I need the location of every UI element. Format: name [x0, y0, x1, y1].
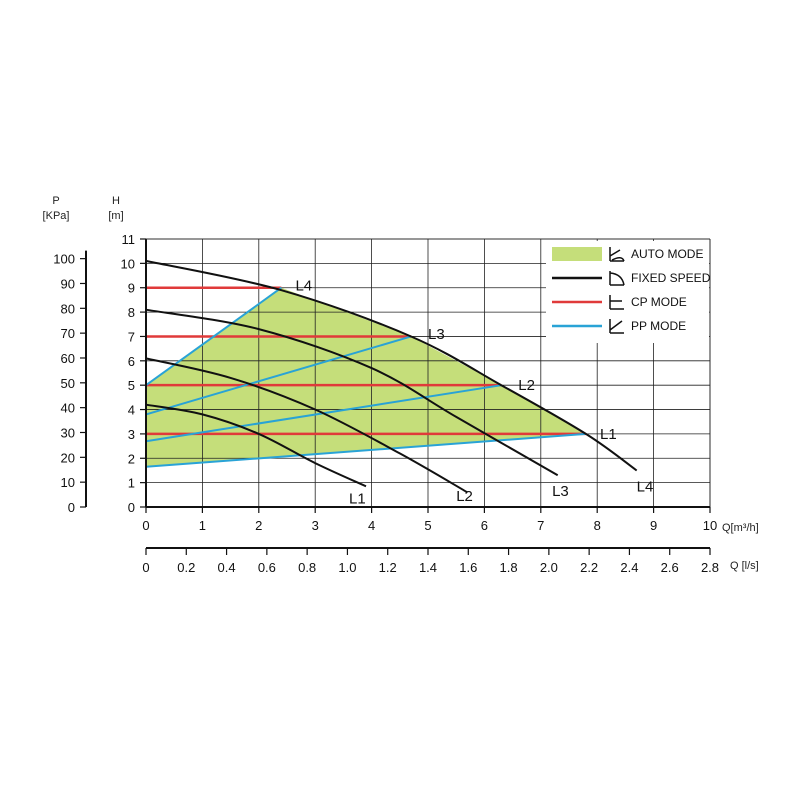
p-axis-unit-symbol: P	[52, 195, 59, 207]
q-ls-axis-tick-label: 2.2	[580, 560, 598, 575]
p-axis-tick-label: 100	[53, 252, 75, 267]
q-ls-axis-tick-label: 0.4	[218, 560, 236, 575]
curve-label-l3: L3	[428, 326, 445, 343]
legend-label: FIXED SPEED	[631, 271, 711, 285]
auto-mode-icon-shape	[609, 247, 625, 262]
axes-layer: 01234567891011H[m]0102030405060708090100…	[43, 195, 759, 575]
h-axis-unit: [m]	[108, 210, 123, 222]
curve-label-l1: L1	[349, 490, 366, 507]
q-ls-axis-tick-label: 0.8	[298, 560, 316, 575]
q-ls-axis-tick-label: 1.0	[338, 560, 356, 575]
q-ls-axis-tick-label: 0.6	[258, 560, 276, 575]
cp-mode-icon-shape	[609, 295, 624, 310]
fixed-speed-curve-l1	[145, 403, 367, 488]
curve-label-l1: L1	[600, 426, 617, 443]
auto-mode-icon	[609, 247, 625, 262]
curve-labels-layer: L4 L3 L2 L1 L1 L2 L3 L4	[295, 277, 653, 507]
h-axis-tick-label: 11	[122, 232, 136, 247]
p-axis-tick-label: 50	[61, 376, 75, 391]
p-axis-tick-label: 0	[68, 500, 75, 515]
cp-mode-icon	[609, 295, 624, 310]
curve-label-l2: L2	[518, 377, 535, 394]
q-m3h-axis-unit: Q[m³/h]	[722, 522, 759, 534]
legend-label: CP MODE	[631, 295, 687, 309]
curve-label-l4: L4	[295, 277, 312, 294]
q-ls-axis-unit: Q [l/s]	[730, 560, 759, 572]
auto-mode-region-layer	[146, 287, 586, 467]
legend: AUTO MODE FIXED SPEED CP MODE PP MODE	[546, 241, 711, 343]
h-axis-tick-label: 1	[128, 476, 135, 491]
p-axis-tick-label: 80	[61, 301, 75, 316]
legend-swatch-auto-mode	[552, 247, 602, 261]
q-m3h-axis-tick-label: 2	[255, 518, 262, 533]
h-axis-tick-label: 10	[121, 256, 135, 271]
q-ls-axis-tick-label: 1.2	[379, 560, 397, 575]
legend-label: AUTO MODE	[631, 247, 703, 261]
legend-label: PP MODE	[631, 319, 686, 333]
auto-mode-region	[146, 287, 586, 467]
q-m3h-axis-tick-label: 6	[481, 518, 488, 533]
fixed-speed-curves-layer	[145, 259, 638, 494]
q-ls-axis-tick-label: 2.0	[540, 560, 558, 575]
pp-mode-icon-shape	[609, 319, 624, 334]
p-axis-tick-label: 70	[61, 326, 75, 341]
pp-line-l4	[145, 286, 282, 386]
q-ls-axis-tick-label: 2.6	[661, 560, 679, 575]
q-m3h-axis-tick-label: 7	[537, 518, 544, 533]
h-axis-tick-label: 3	[128, 427, 135, 442]
q-m3h-axis-tick-label: 5	[424, 518, 431, 533]
fixed-speed-curve-l2	[145, 357, 468, 494]
q-m3h-axis-tick-label: 9	[650, 518, 657, 533]
q-m3h-axis-tick-label: 8	[594, 518, 601, 533]
h-axis-tick-label: 8	[128, 305, 135, 320]
h-axis-tick-label: 6	[128, 354, 135, 369]
q-m3h-axis-tick-label: 1	[199, 518, 206, 533]
q-m3h-axis-tick-label: 10	[703, 518, 717, 533]
curve-label-l2: L2	[456, 488, 473, 505]
fixed-speed-curve-l4	[145, 259, 638, 472]
p-axis-tick-label: 10	[61, 475, 75, 490]
p-axis-tick-label: 90	[61, 276, 75, 291]
h-axis-tick-label: 2	[128, 451, 135, 466]
p-axis-tick-label: 20	[61, 450, 75, 465]
h-axis-tick-label: 7	[128, 329, 135, 344]
pp-mode-lines-layer	[145, 286, 586, 468]
fixed-speed-curve-l3	[145, 308, 559, 477]
q-ls-axis-tick-label: 1.8	[500, 560, 518, 575]
q-m3h-axis-tick-label: 3	[312, 518, 319, 533]
q-ls-axis-tick-label: 2.4	[620, 560, 638, 575]
p-axis-tick-label: 30	[61, 425, 75, 440]
h-axis-tick-label: 4	[128, 403, 135, 418]
fixed-speed-icon-shape	[609, 271, 625, 286]
q-ls-axis-tick-label: 1.6	[459, 560, 477, 575]
h-axis-tick-label: 5	[128, 378, 135, 393]
curve-label-l3: L3	[552, 483, 569, 500]
p-axis-unit: [KPa]	[43, 210, 70, 222]
q-m3h-axis-tick-label: 0	[142, 518, 149, 533]
q-ls-axis-tick-label: 0	[142, 560, 149, 575]
h-axis-tick-label: 9	[128, 281, 135, 296]
pp-line-l1	[145, 432, 586, 468]
p-axis-tick-label: 40	[61, 401, 75, 416]
fixed-speed-icon	[609, 271, 625, 286]
q-m3h-axis-tick-label: 4	[368, 518, 375, 533]
h-axis-unit-symbol: H	[112, 195, 120, 207]
p-axis-tick-label: 60	[61, 351, 75, 366]
h-axis-tick-label: 0	[128, 500, 135, 515]
curve-label-l4: L4	[637, 478, 654, 495]
pp-mode-icon	[609, 319, 624, 334]
q-ls-axis-tick-label: 2.8	[701, 560, 719, 575]
q-ls-axis-tick-label: 1.4	[419, 560, 437, 575]
q-ls-axis-tick-label: 0.2	[177, 560, 195, 575]
pp-line-l3	[145, 335, 412, 416]
